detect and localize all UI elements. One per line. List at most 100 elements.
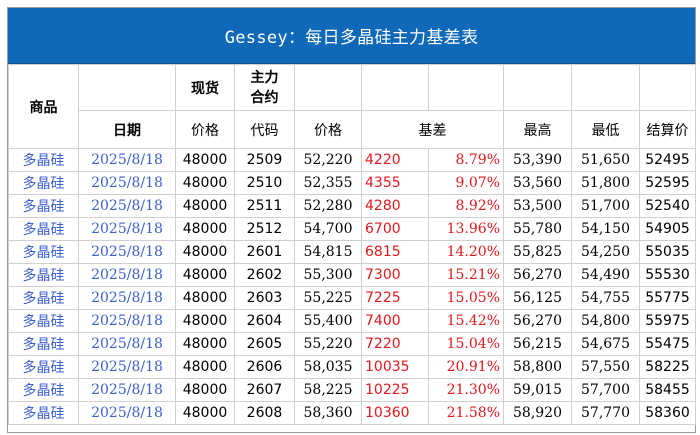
cell-low: 54,675	[571, 332, 640, 356]
cell-price: 55,400	[294, 309, 362, 333]
header-blank	[78, 64, 176, 111]
cell-product: 多晶硅	[8, 194, 79, 218]
cell-price: 58,360	[294, 401, 362, 425]
cell-product: 多晶硅	[8, 286, 79, 310]
cell-product: 多晶硅	[8, 217, 79, 241]
cell-basis: 10225	[361, 378, 429, 402]
cell-high: 58,800	[503, 355, 572, 379]
cell-basis: 7400	[361, 309, 429, 333]
cell-spot: 48000	[175, 217, 235, 241]
cell-spot: 48000	[175, 171, 235, 195]
cell-price: 55,220	[294, 332, 362, 356]
header-main-contract: 主力 合约	[234, 64, 295, 111]
cell-code: 2607	[234, 378, 295, 402]
table-row: 多晶硅 2025/8/18 48000 2511 52,280 4280 8.92% 53,5…	[8, 194, 696, 218]
table-row: 多晶硅 2025/8/18 48000 2603 55,225 7225 15.05% 56,…	[8, 286, 696, 310]
cell-code: 2509	[234, 148, 295, 172]
cell-code: 2603	[234, 286, 295, 310]
cell-code: 2601	[234, 240, 295, 264]
cell-basis: 10035	[361, 355, 429, 379]
cell-date: 2025/8/18	[78, 171, 176, 195]
cell-high: 56,270	[503, 263, 572, 287]
cell-basis-pct: 8.92%	[428, 194, 504, 218]
cell-spot: 48000	[175, 286, 235, 310]
cell-basis-pct: 21.58%	[428, 401, 504, 425]
cell-low: 54,490	[571, 263, 640, 287]
cell-high: 53,500	[503, 194, 572, 218]
cell-settle: 58360	[639, 401, 696, 425]
cell-low: 54,755	[571, 286, 640, 310]
table-row: 多晶硅 2025/8/18 48000 2608 58,360 10360 21.58% 58…	[8, 401, 696, 425]
cell-code: 2606	[234, 355, 295, 379]
header-futures-price: 价格	[294, 110, 362, 149]
cell-spot: 48000	[175, 332, 235, 356]
cell-high: 56,125	[503, 286, 572, 310]
cell-price: 54,700	[294, 217, 362, 241]
cell-basis-pct: 20.91%	[428, 355, 504, 379]
cell-low: 54,800	[571, 309, 640, 333]
header-spot: 现货	[175, 64, 235, 111]
table-row: 多晶硅 2025/8/18 48000 2512 54,700 6700 13.96% 55,…	[8, 217, 696, 241]
cell-date: 2025/8/18	[78, 378, 176, 402]
table-row: 多晶硅 2025/8/18 48000 2602 55,300 7300 15.21% 56,…	[8, 263, 696, 287]
cell-basis-pct: 15.05%	[428, 286, 504, 310]
cell-spot: 48000	[175, 401, 235, 425]
cell-basis-pct: 14.20%	[428, 240, 504, 264]
cell-spot: 48000	[175, 263, 235, 287]
cell-spot: 48000	[175, 309, 235, 333]
cell-date: 2025/8/18	[78, 355, 176, 379]
header-code: 代码	[234, 110, 295, 149]
cell-settle: 58225	[639, 355, 696, 379]
table-row: 多晶硅 2025/8/18 48000 2510 52,355 4355 9.07% 53,5…	[8, 171, 696, 195]
cell-basis-pct: 21.30%	[428, 378, 504, 402]
cell-basis: 6700	[361, 217, 429, 241]
cell-code: 2512	[234, 217, 295, 241]
cell-high: 53,390	[503, 148, 572, 172]
cell-spot: 48000	[175, 194, 235, 218]
cell-date: 2025/8/18	[78, 286, 176, 310]
cell-low: 54,150	[571, 217, 640, 241]
cell-basis: 7225	[361, 286, 429, 310]
sheet-title: Gessey：每日多晶硅主力基差表	[8, 8, 695, 64]
cell-price: 58,035	[294, 355, 362, 379]
cell-basis-pct: 15.42%	[428, 309, 504, 333]
cell-product: 多晶硅	[8, 378, 79, 402]
cell-low: 57,550	[571, 355, 640, 379]
cell-low: 51,700	[571, 194, 640, 218]
header-low: 最低	[571, 110, 640, 149]
header-price: 价格	[175, 110, 235, 149]
cell-price: 55,300	[294, 263, 362, 287]
header-settle: 结算价	[639, 110, 696, 149]
cell-basis-pct: 8.79%	[428, 148, 504, 172]
cell-high: 59,015	[503, 378, 572, 402]
cell-product: 多晶硅	[8, 171, 79, 195]
table-row: 多晶硅 2025/8/18 48000 2607 58,225 10225 21.30% 59…	[8, 378, 696, 402]
cell-spot: 48000	[175, 148, 235, 172]
cell-date: 2025/8/18	[78, 263, 176, 287]
cell-date: 2025/8/18	[78, 401, 176, 425]
cell-settle: 54905	[639, 217, 696, 241]
header-basis: 基差	[361, 110, 504, 149]
cell-high: 55,825	[503, 240, 572, 264]
cell-low: 57,770	[571, 401, 640, 425]
spreadsheet: Gessey：每日多晶硅主力基差表 商品 现货 主力 合约	[7, 7, 696, 433]
cell-product: 多晶硅	[8, 240, 79, 264]
cell-high: 53,560	[503, 171, 572, 195]
header-product: 商品	[8, 64, 79, 149]
cell-settle: 52540	[639, 194, 696, 218]
cell-code: 2602	[234, 263, 295, 287]
cell-basis: 4220	[361, 148, 429, 172]
cell-product: 多晶硅	[8, 263, 79, 287]
cell-date: 2025/8/18	[78, 194, 176, 218]
cell-basis: 6815	[361, 240, 429, 264]
cell-basis: 7220	[361, 332, 429, 356]
cell-basis-pct: 15.21%	[428, 263, 504, 287]
cell-product: 多晶硅	[8, 309, 79, 333]
cell-price: 52,355	[294, 171, 362, 195]
cell-basis-pct: 13.96%	[428, 217, 504, 241]
table-row: 多晶硅 2025/8/18 48000 2606 58,035 10035 20.91% 58…	[8, 355, 696, 379]
cell-settle: 55775	[639, 286, 696, 310]
cell-date: 2025/8/18	[78, 309, 176, 333]
cell-basis: 7300	[361, 263, 429, 287]
cell-basis: 10360	[361, 401, 429, 425]
